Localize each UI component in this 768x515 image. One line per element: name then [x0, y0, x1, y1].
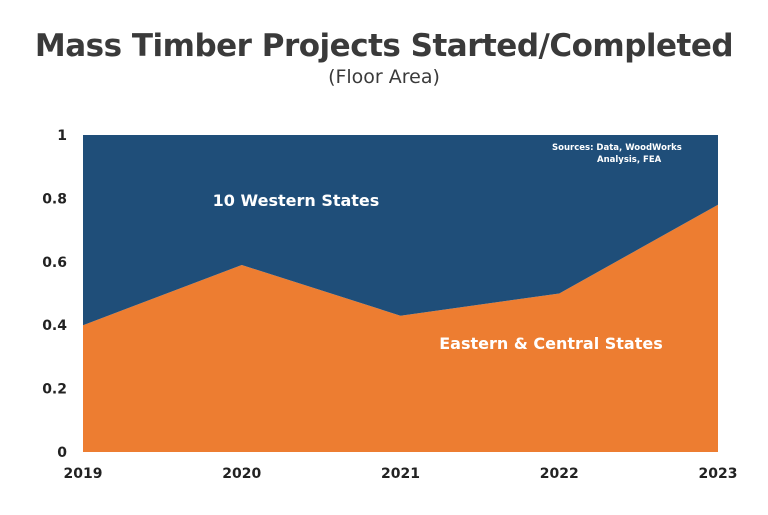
chart-subtitle: (Floor Area): [328, 66, 440, 88]
y-tick-label: 0.8: [42, 191, 67, 207]
y-tick-label: 0.6: [42, 255, 67, 271]
x-tick-label: 2023: [699, 466, 738, 482]
sources-note-line2: Analysis, FEA: [597, 155, 662, 165]
series-label-eastern: Eastern & Central States: [439, 334, 663, 353]
x-tick-label: 2022: [540, 466, 579, 482]
x-tick-label: 2021: [381, 466, 420, 482]
y-tick-label: 0: [57, 445, 67, 461]
y-tick-label: 1: [57, 128, 67, 144]
sources-note-line1: Sources: Data, WoodWorks: [552, 143, 682, 153]
area-series-0: [83, 204, 718, 452]
chart-title: Mass Timber Projects Started/Completed: [34, 28, 734, 64]
x-tick-label: 2019: [64, 466, 103, 482]
y-tick-label: 0.4: [42, 318, 67, 334]
series-label-western: 10 Western States: [213, 191, 380, 210]
x-tick-label: 2020: [222, 466, 261, 482]
y-tick-label: 0.2: [42, 382, 67, 398]
area-series-1: [83, 135, 718, 326]
